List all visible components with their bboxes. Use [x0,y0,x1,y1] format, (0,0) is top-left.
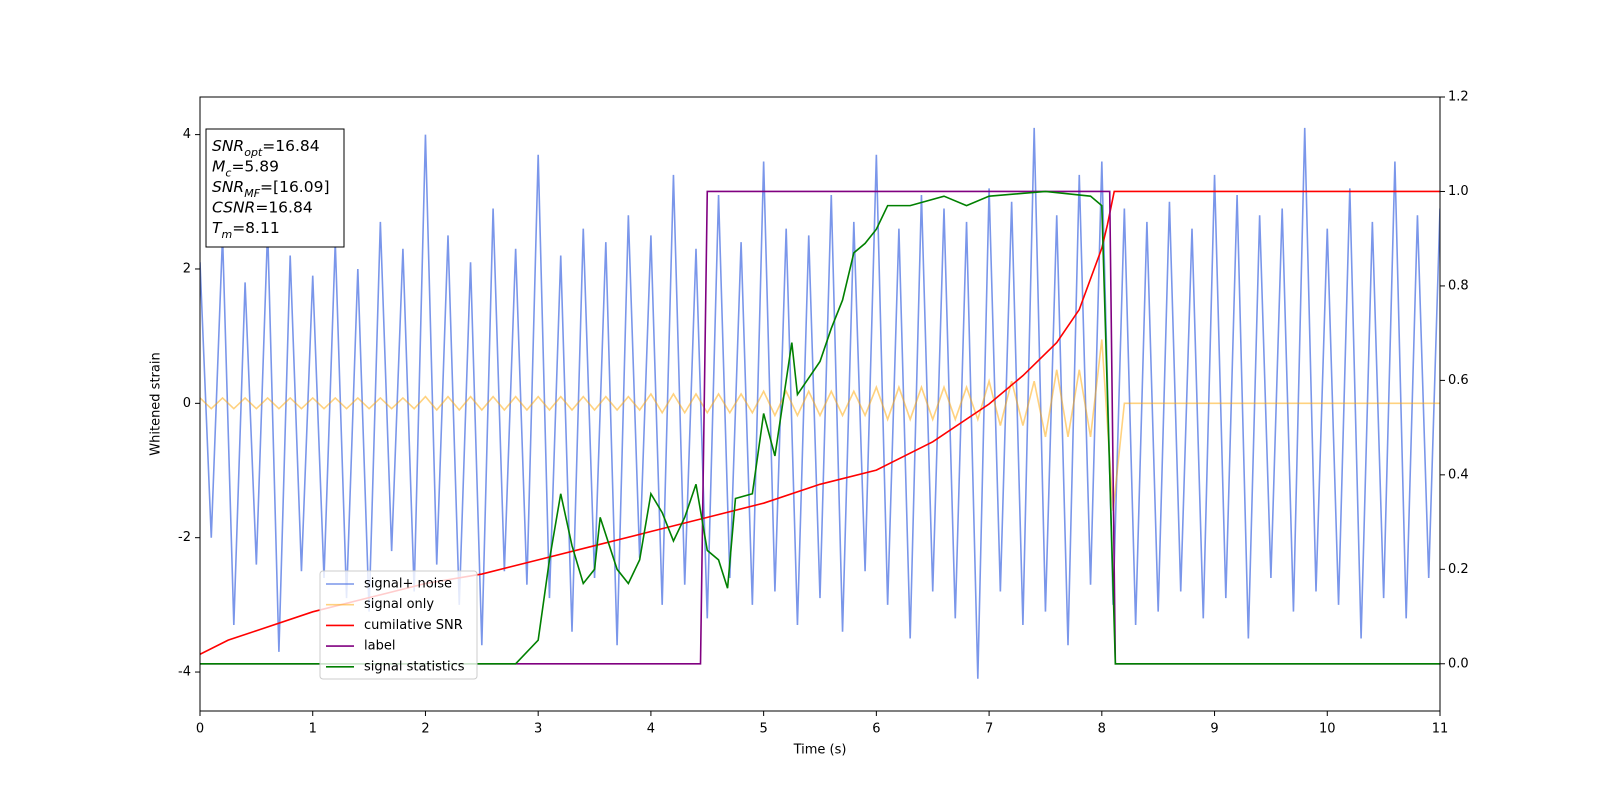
annotation-base: SNR [212,137,244,155]
annotation-rest: =8.11 [232,219,280,237]
y-tick-label: -2 [178,530,191,545]
x-tick-label: 4 [647,722,655,737]
y2-tick-label: 0.8 [1448,278,1469,293]
annotation-rest: =[16.09] [260,178,329,196]
annotation-sub: MF [244,187,260,200]
x-tick-label: 0 [196,722,204,737]
annotation-text: CSNR=16.84 [212,198,313,216]
y-tick-label: 0 [183,396,191,411]
y-tick-label: 4 [183,127,191,142]
annotation-rest: =16.84 [255,198,312,216]
y2-tick-label: 0.2 [1448,562,1469,577]
y2-tick-label: 0.0 [1448,656,1469,671]
annotation-text: SNRMF=[16.09] [212,178,330,200]
y-tick-label: -4 [178,665,191,680]
annotation-rest: =16.84 [262,137,319,155]
annotation-base: CSNR [212,198,255,216]
x-tick-label: 11 [1432,722,1449,737]
annotation-box [205,128,345,248]
x-tick-label: 9 [1210,722,1218,737]
plot-frame [199,96,1441,712]
x-tick-label: 10 [1319,722,1336,737]
annotation-text: Mc=5.89 [212,157,279,179]
legend-label: signal+ noise [364,577,452,592]
x-tick-label: 6 [872,722,880,737]
annotation-sub: c [225,166,231,179]
legend-label: label [364,639,395,654]
legend-label: signal only [364,597,434,612]
annotation-base: M [212,157,225,175]
y-tick-label: 2 [183,261,191,276]
annotation-text: Tm=8.11 [212,219,280,241]
annotation-text: SNRopt=16.84 [212,137,320,159]
x-tick-label: 3 [534,722,542,737]
x-tick-label: 2 [421,722,429,737]
legend-box [319,570,478,680]
annotation-sub: opt [244,146,263,159]
x-tick-label: 1 [309,722,317,737]
annotation-rest: =5.89 [231,157,279,175]
annotation-base: T [212,219,223,237]
x-axis-label: Time (s) [793,743,847,758]
x-tick-label: 8 [1098,722,1106,737]
y2-tick-label: 0.4 [1448,467,1469,482]
legend-label: cumilative SNR [364,618,463,633]
y2-tick-label: 0.6 [1448,373,1469,388]
y-axis-label: Whitened strain [149,352,164,455]
y2-tick-label: 1.0 [1448,184,1469,199]
series-line [200,127,1440,679]
series-line [200,190,1440,665]
legend-label: signal statistics [364,659,465,674]
annotation-base: SNR [212,178,244,196]
y2-tick-label: 1.2 [1448,90,1469,105]
annotation-sub: m [221,228,232,241]
series-line [200,339,1440,511]
x-tick-label: 5 [759,722,767,737]
x-tick-label: 7 [985,722,993,737]
